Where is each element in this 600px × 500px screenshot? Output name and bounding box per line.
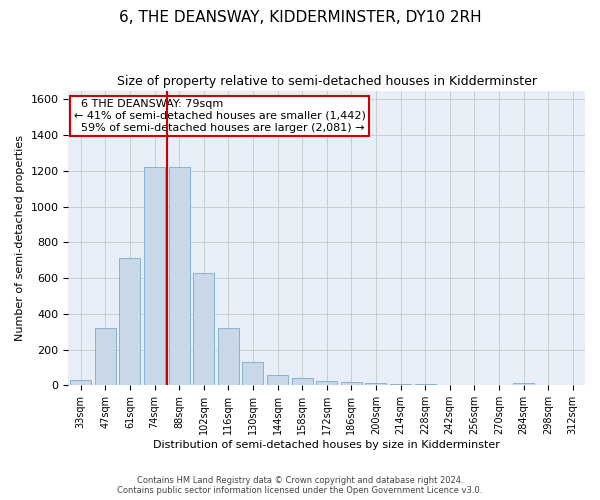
Bar bbox=[365, 382, 386, 386]
Text: 6 THE DEANSWAY: 79sqm  
← 41% of semi-detached houses are smaller (1,442)
  59% : 6 THE DEANSWAY: 79sqm ← 41% of semi-deta… bbox=[74, 100, 365, 132]
Text: 6, THE DEANSWAY, KIDDERMINSTER, DY10 2RH: 6, THE DEANSWAY, KIDDERMINSTER, DY10 2RH bbox=[119, 10, 481, 25]
Bar bbox=[144, 168, 165, 386]
Bar bbox=[390, 384, 411, 386]
Bar bbox=[242, 362, 263, 386]
Bar bbox=[439, 385, 460, 386]
Bar bbox=[193, 273, 214, 386]
Bar bbox=[267, 374, 288, 386]
Bar bbox=[292, 378, 313, 386]
Bar bbox=[119, 258, 140, 386]
Title: Size of property relative to semi-detached houses in Kidderminster: Size of property relative to semi-detach… bbox=[117, 75, 537, 88]
Bar bbox=[415, 384, 436, 386]
Bar bbox=[169, 168, 190, 386]
Y-axis label: Number of semi-detached properties: Number of semi-detached properties bbox=[15, 135, 25, 341]
Bar bbox=[316, 381, 337, 386]
X-axis label: Distribution of semi-detached houses by size in Kidderminster: Distribution of semi-detached houses by … bbox=[153, 440, 500, 450]
Bar bbox=[513, 382, 534, 386]
Text: Contains HM Land Registry data © Crown copyright and database right 2024.
Contai: Contains HM Land Registry data © Crown c… bbox=[118, 476, 482, 495]
Bar bbox=[95, 328, 116, 386]
Bar bbox=[70, 380, 91, 386]
Bar bbox=[341, 382, 362, 386]
Bar bbox=[218, 328, 239, 386]
